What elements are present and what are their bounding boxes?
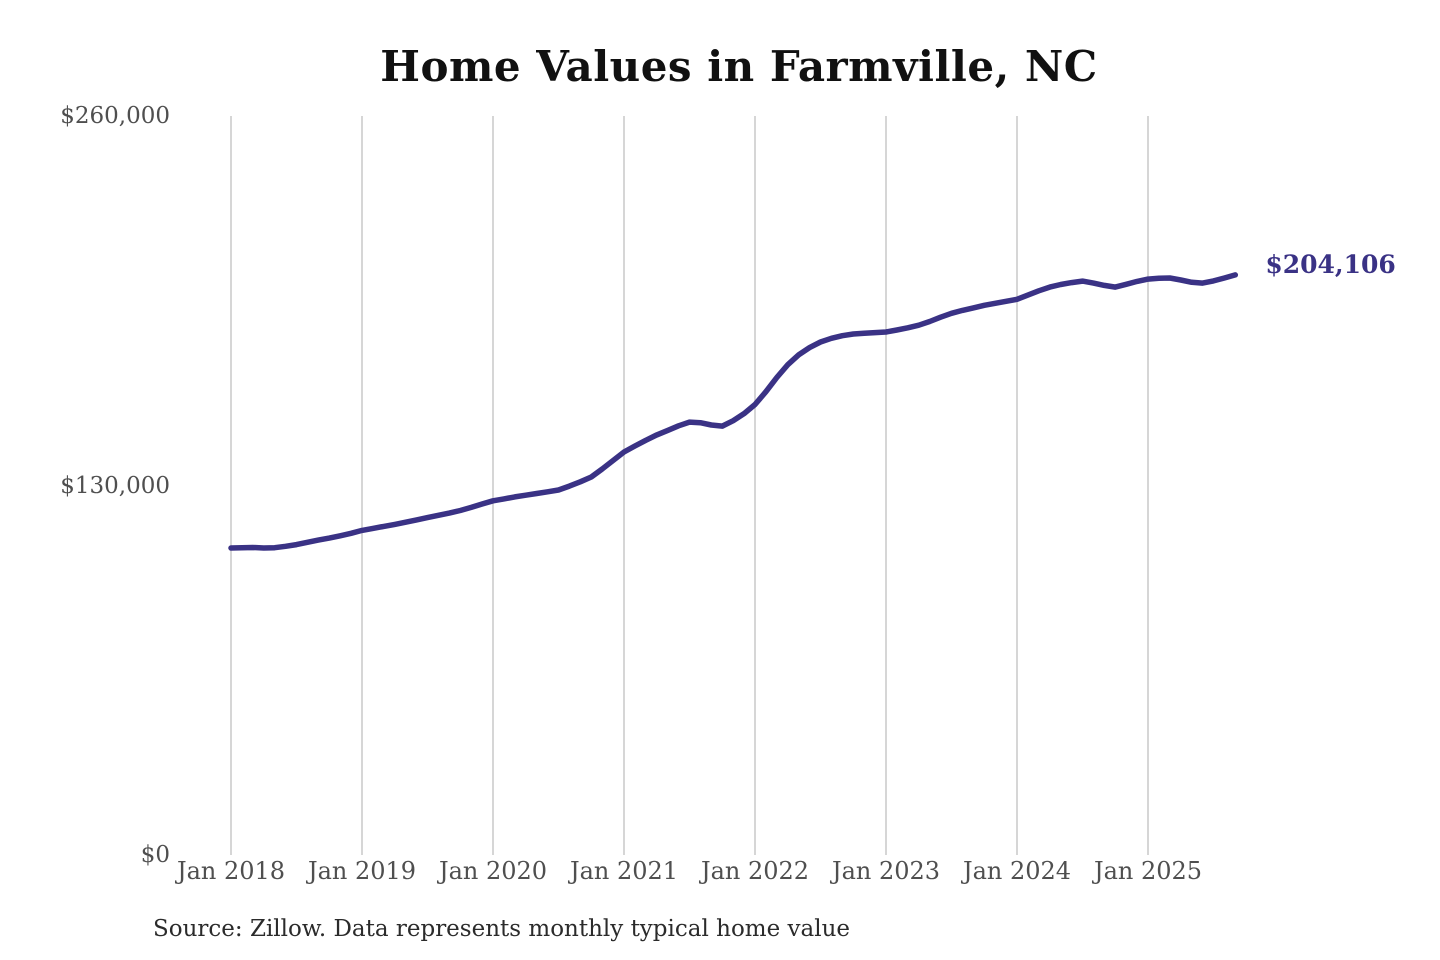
x-tick-label: Jan 2021	[569, 857, 679, 885]
x-tick-label: Jan 2023	[831, 857, 941, 885]
x-tick-label: Jan 2020	[438, 857, 548, 885]
x-tick-label: Jan 2019	[307, 857, 417, 885]
chart-title: Home Values in Farmville, NC	[380, 42, 1098, 91]
x-tick-label: Jan 2022	[700, 857, 810, 885]
x-tick-label: Jan 2018	[176, 857, 286, 885]
x-tick-label: Jan 2024	[962, 857, 1072, 885]
y-tick-label: $130,000	[60, 472, 170, 499]
y-tick-label: $260,000	[60, 103, 170, 129]
y-tick-label: $0	[140, 842, 170, 868]
gridlines	[230, 116, 1149, 855]
x-tick-label: Jan 2025	[1093, 857, 1203, 885]
source-note: Source: Zillow. Data represents monthly …	[153, 916, 851, 942]
home-value-line	[228, 272, 1239, 551]
latest-value-label: $204,106	[1265, 249, 1396, 279]
